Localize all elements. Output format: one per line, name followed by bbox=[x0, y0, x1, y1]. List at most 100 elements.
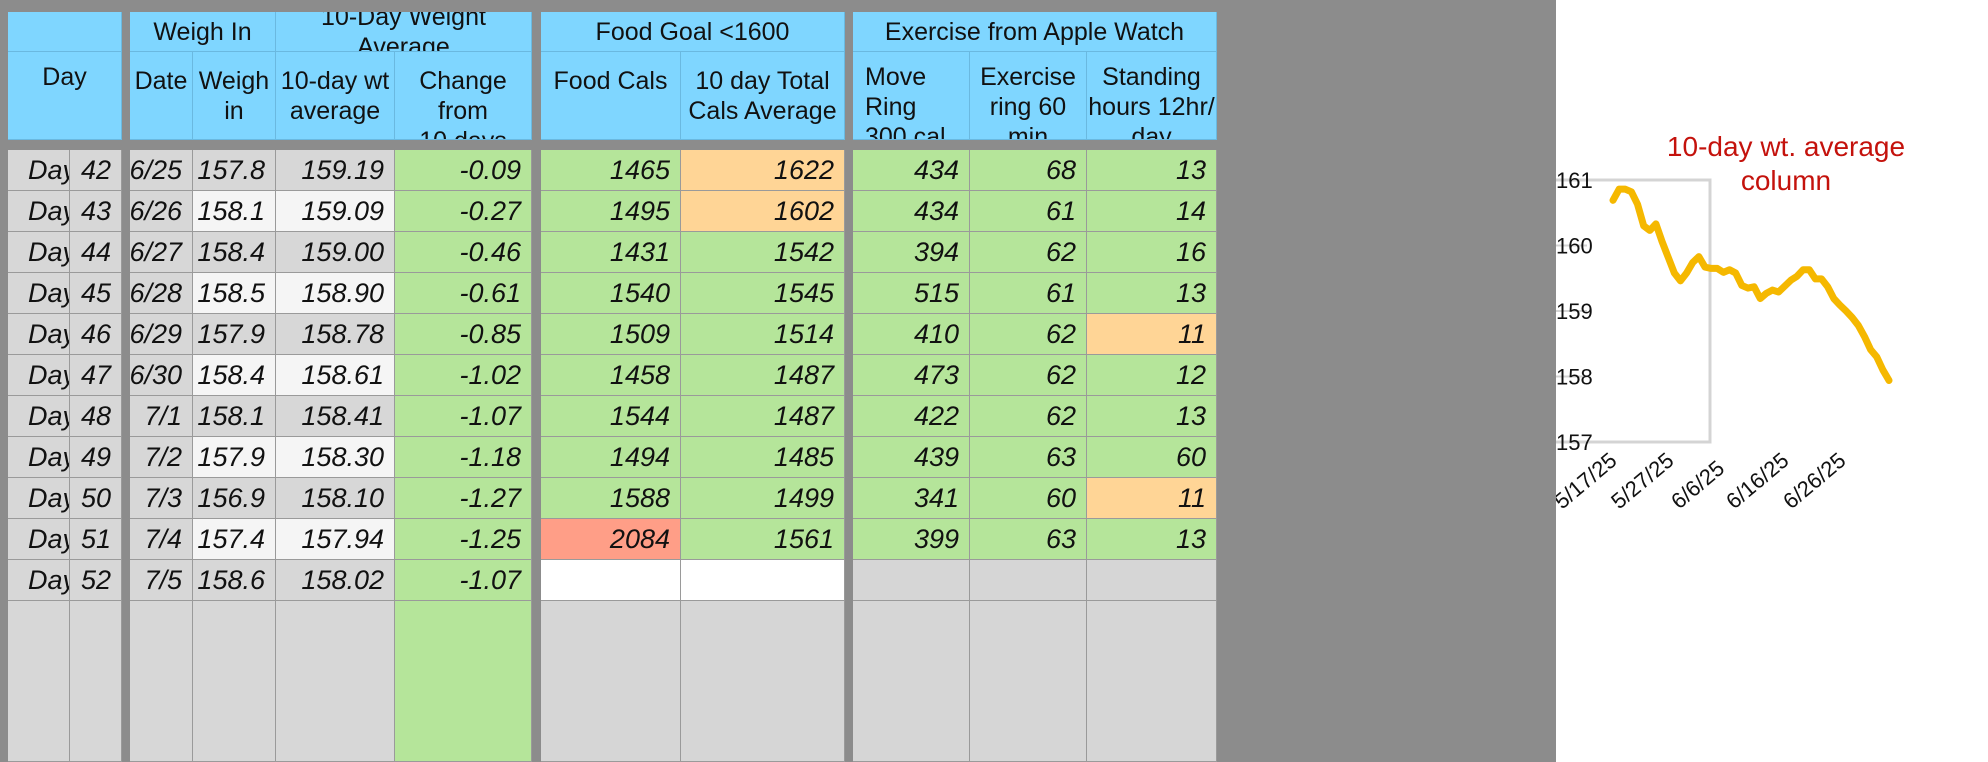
cell-standing[interactable]: 16 bbox=[1087, 232, 1217, 273]
cell-day[interactable]: Day bbox=[8, 150, 70, 191]
cell-total[interactable]: 1561 bbox=[681, 519, 845, 560]
cell-change[interactable]: -1.27 bbox=[395, 478, 532, 519]
cell-standing[interactable]: 13 bbox=[1087, 273, 1217, 314]
cell-change[interactable]: -1.07 bbox=[395, 396, 532, 437]
cell-food[interactable]: 1458 bbox=[541, 355, 681, 396]
cell-total[interactable]: 1514 bbox=[681, 314, 845, 355]
cell-exercise[interactable]: 61 bbox=[970, 191, 1087, 232]
cell-total[interactable]: 1542 bbox=[681, 232, 845, 273]
cell-standing[interactable]: 11 bbox=[1087, 314, 1217, 355]
cell-avg[interactable]: 157.94 bbox=[276, 519, 395, 560]
cell-n[interactable]: 44 bbox=[70, 232, 122, 273]
cell-weigh[interactable]: 157.4 bbox=[193, 519, 276, 560]
cell-food[interactable] bbox=[541, 560, 681, 601]
cell-day[interactable]: Day bbox=[8, 232, 70, 273]
cell-n[interactable]: 43 bbox=[70, 191, 122, 232]
cell-day[interactable]: Day bbox=[8, 560, 70, 601]
cell-day[interactable]: Day bbox=[8, 355, 70, 396]
cell-food[interactable]: 1495 bbox=[541, 191, 681, 232]
cell-avg[interactable]: 159.00 bbox=[276, 232, 395, 273]
cell-change[interactable]: -1.25 bbox=[395, 519, 532, 560]
cell-food[interactable]: 1540 bbox=[541, 273, 681, 314]
cell-date[interactable]: 6/27 bbox=[130, 232, 193, 273]
cell-exercise[interactable] bbox=[970, 560, 1087, 601]
cell-avg[interactable]: 158.30 bbox=[276, 437, 395, 478]
cell-standing[interactable]: 60 bbox=[1087, 437, 1217, 478]
cell-total[interactable]: 1485 bbox=[681, 437, 845, 478]
cell-change[interactable]: -0.46 bbox=[395, 232, 532, 273]
cell-move[interactable]: 439 bbox=[853, 437, 970, 478]
cell-exercise[interactable]: 63 bbox=[970, 519, 1087, 560]
cell-move[interactable]: 515 bbox=[853, 273, 970, 314]
cell-n[interactable]: 42 bbox=[70, 150, 122, 191]
cell-food[interactable]: 1509 bbox=[541, 314, 681, 355]
cell-date[interactable]: 6/26 bbox=[130, 191, 193, 232]
cell-move[interactable]: 399 bbox=[853, 519, 970, 560]
cell-n[interactable]: 51 bbox=[70, 519, 122, 560]
cell-exercise[interactable]: 63 bbox=[970, 437, 1087, 478]
cell-change[interactable]: -0.85 bbox=[395, 314, 532, 355]
cell-n[interactable]: 45 bbox=[70, 273, 122, 314]
cell-total[interactable]: 1622 bbox=[681, 150, 845, 191]
cell-standing[interactable]: 12 bbox=[1087, 355, 1217, 396]
cell-day[interactable]: Day bbox=[8, 519, 70, 560]
cell-exercise[interactable]: 62 bbox=[970, 355, 1087, 396]
cell-food[interactable]: 1465 bbox=[541, 150, 681, 191]
cell-avg[interactable]: 159.09 bbox=[276, 191, 395, 232]
cell-standing[interactable] bbox=[1087, 560, 1217, 601]
cell-move[interactable]: 434 bbox=[853, 150, 970, 191]
cell-weigh[interactable]: 158.6 bbox=[193, 560, 276, 601]
cell-n[interactable]: 50 bbox=[70, 478, 122, 519]
cell-day[interactable]: Day bbox=[8, 478, 70, 519]
cell-move[interactable]: 341 bbox=[853, 478, 970, 519]
cell-standing[interactable]: 13 bbox=[1087, 150, 1217, 191]
cell-n[interactable]: 49 bbox=[70, 437, 122, 478]
cell-change[interactable]: -1.02 bbox=[395, 355, 532, 396]
cell-weigh[interactable]: 158.4 bbox=[193, 355, 276, 396]
cell-day[interactable]: Day bbox=[8, 437, 70, 478]
cell-weigh[interactable]: 156.9 bbox=[193, 478, 276, 519]
cell-move[interactable] bbox=[853, 560, 970, 601]
cell-total[interactable]: 1545 bbox=[681, 273, 845, 314]
cell-date[interactable]: 7/5 bbox=[130, 560, 193, 601]
cell-total[interactable]: 1487 bbox=[681, 355, 845, 396]
cell-day[interactable]: Day bbox=[8, 314, 70, 355]
cell-date[interactable]: 6/30 bbox=[130, 355, 193, 396]
cell-avg[interactable]: 158.61 bbox=[276, 355, 395, 396]
cell-total[interactable]: 1487 bbox=[681, 396, 845, 437]
cell-change[interactable]: -0.09 bbox=[395, 150, 532, 191]
cell-exercise[interactable]: 62 bbox=[970, 314, 1087, 355]
cell-food[interactable]: 1494 bbox=[541, 437, 681, 478]
cell-date[interactable]: 7/2 bbox=[130, 437, 193, 478]
cell-move[interactable]: 394 bbox=[853, 232, 970, 273]
cell-exercise[interactable]: 61 bbox=[970, 273, 1087, 314]
cell-total[interactable]: 1602 bbox=[681, 191, 845, 232]
cell-change[interactable]: -1.18 bbox=[395, 437, 532, 478]
cell-food[interactable]: 1431 bbox=[541, 232, 681, 273]
cell-move[interactable]: 422 bbox=[853, 396, 970, 437]
cell-avg[interactable]: 158.02 bbox=[276, 560, 395, 601]
cell-weigh[interactable]: 157.9 bbox=[193, 437, 276, 478]
cell-total[interactable] bbox=[681, 560, 845, 601]
cell-avg[interactable]: 158.41 bbox=[276, 396, 395, 437]
cell-exercise[interactable]: 62 bbox=[970, 396, 1087, 437]
cell-total[interactable]: 1499 bbox=[681, 478, 845, 519]
cell-food[interactable]: 2084 bbox=[541, 519, 681, 560]
cell-n[interactable]: 46 bbox=[70, 314, 122, 355]
cell-n[interactable]: 48 bbox=[70, 396, 122, 437]
cell-date[interactable]: 7/3 bbox=[130, 478, 193, 519]
cell-avg[interactable]: 158.90 bbox=[276, 273, 395, 314]
cell-day[interactable]: Day bbox=[8, 396, 70, 437]
cell-date[interactable]: 7/4 bbox=[130, 519, 193, 560]
cell-exercise[interactable]: 68 bbox=[970, 150, 1087, 191]
cell-change[interactable]: -0.27 bbox=[395, 191, 532, 232]
cell-move[interactable]: 410 bbox=[853, 314, 970, 355]
cell-move[interactable]: 434 bbox=[853, 191, 970, 232]
cell-food[interactable]: 1544 bbox=[541, 396, 681, 437]
cell-avg[interactable]: 158.10 bbox=[276, 478, 395, 519]
cell-weigh[interactable]: 158.1 bbox=[193, 396, 276, 437]
cell-change[interactable]: -0.61 bbox=[395, 273, 532, 314]
cell-date[interactable]: 6/29 bbox=[130, 314, 193, 355]
cell-standing[interactable]: 13 bbox=[1087, 519, 1217, 560]
cell-n[interactable]: 52 bbox=[70, 560, 122, 601]
